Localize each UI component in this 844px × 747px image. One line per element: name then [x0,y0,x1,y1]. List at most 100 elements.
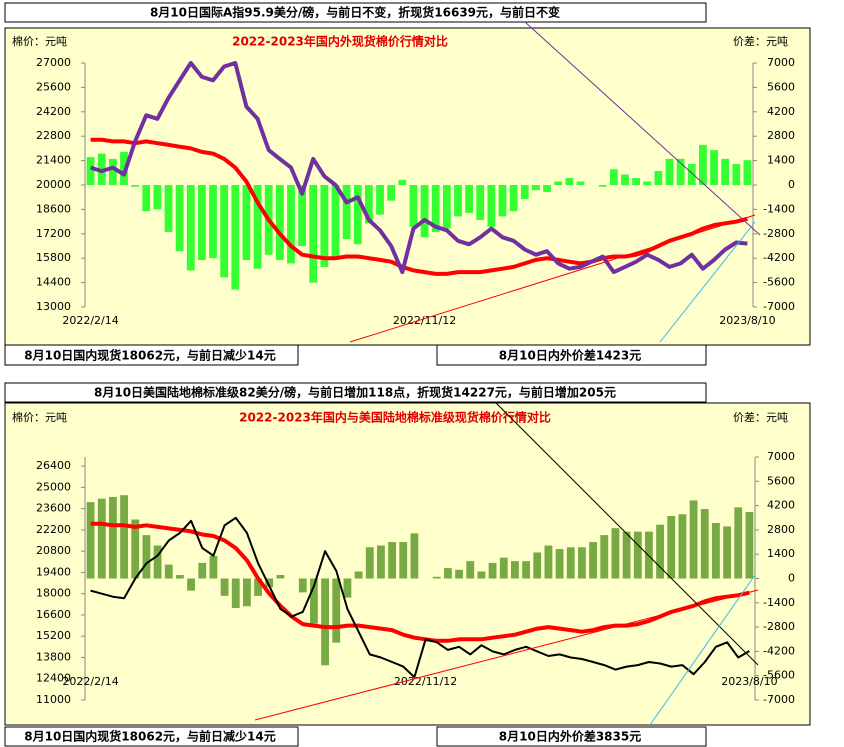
bar [589,542,597,579]
bar [343,578,352,598]
bar [487,185,496,227]
bar [276,575,285,579]
y2-tick-label: 4200 [767,499,795,512]
y2-tick-label: 1400 [767,154,795,167]
bar [455,569,463,579]
y2-tick-label: 2800 [767,523,795,536]
x-tick-label: 2022/2/14 [62,314,118,327]
y2-tick-label: -2800 [763,227,795,240]
bar [353,185,362,245]
y-tick-label: 15200 [36,629,71,642]
y2-tick-label: -4200 [763,644,795,657]
bar [576,181,585,185]
bar [254,578,262,596]
drawing-line [659,221,756,343]
y2-tick-label: -1400 [763,202,795,215]
bar [108,158,117,185]
bar [721,158,730,185]
bar [598,185,607,187]
bar [332,578,341,643]
x-tick-label: 2022/11/12 [393,314,456,327]
bar [578,547,586,579]
bar [509,185,518,212]
bar [533,552,542,579]
chart-frame [4,27,811,346]
bar [399,542,408,579]
bar [265,578,274,588]
bar [554,181,563,185]
drawing-line [494,401,759,666]
bar [600,535,609,579]
drawing-line [254,589,759,721]
y-tick-label: 13800 [36,650,71,663]
note-box [436,344,707,366]
bar [745,511,754,579]
y-tick-label: 22200 [36,523,71,536]
line [90,137,748,276]
y-tick-label: 13000 [36,300,71,313]
bar [687,164,696,185]
y2-tick-label: 5600 [767,80,795,93]
y-tick-label: 17200 [36,227,71,240]
header-note: 8月10日美国陆地棉标准级82美分/磅，与前日增加118点，折现货14227元，… [94,385,616,400]
y-tick-label: 20800 [36,544,71,557]
bar [320,185,329,267]
bar [231,578,240,609]
y-tick-label: 25600 [36,80,71,93]
y-tick-label: 19400 [36,565,71,578]
y-axis-label: 棉价：元吨 [12,34,67,48]
bar [700,509,709,579]
bar [654,171,663,185]
bar [86,502,95,579]
bar [609,169,618,185]
bar [253,185,262,269]
y2-tick-label: -4200 [763,251,795,264]
bar [243,578,251,607]
bar [488,562,497,579]
y2-tick-label: 4200 [767,105,795,118]
bar [732,164,741,185]
bar [544,545,553,579]
note-box [4,382,707,403]
bar [321,578,329,666]
bar [176,575,184,579]
bar [511,561,519,579]
bar [377,545,385,579]
y2-tick-label: -5600 [763,276,795,289]
bar [499,557,508,579]
line [89,61,748,275]
bar [342,185,351,240]
bar [198,185,206,260]
bar [442,185,451,229]
bar [699,144,707,185]
bar [667,516,676,579]
y-tick-label: 25000 [36,480,71,493]
y-axis-label: 棉价：元吨 [12,410,67,424]
bar [153,545,162,579]
drawing-line [649,574,756,726]
bar [476,185,485,220]
y-tick-label: 12400 [36,672,71,685]
bar [310,578,318,624]
bar [645,531,653,579]
y-tick-label: 11000 [36,693,71,706]
bar [632,178,640,185]
y2-tick-label: -5600 [763,669,795,682]
y-tick-label: 18600 [36,202,71,215]
bar [164,185,173,233]
bar [387,185,396,201]
bar [231,185,240,290]
bar [710,150,718,185]
bar [187,578,195,591]
bar [209,555,218,579]
bar [86,157,95,185]
bar [198,562,207,579]
drawing-line [524,21,761,236]
bar [175,185,184,252]
y-tick-label: 20000 [36,178,71,191]
y2-tick-label: -7000 [763,300,795,313]
chart-title: 2022-2023年国内与美国陆地棉标准级现货棉价行情对比 [239,410,551,425]
bar [153,185,162,210]
y-tick-label: 22800 [36,129,71,142]
